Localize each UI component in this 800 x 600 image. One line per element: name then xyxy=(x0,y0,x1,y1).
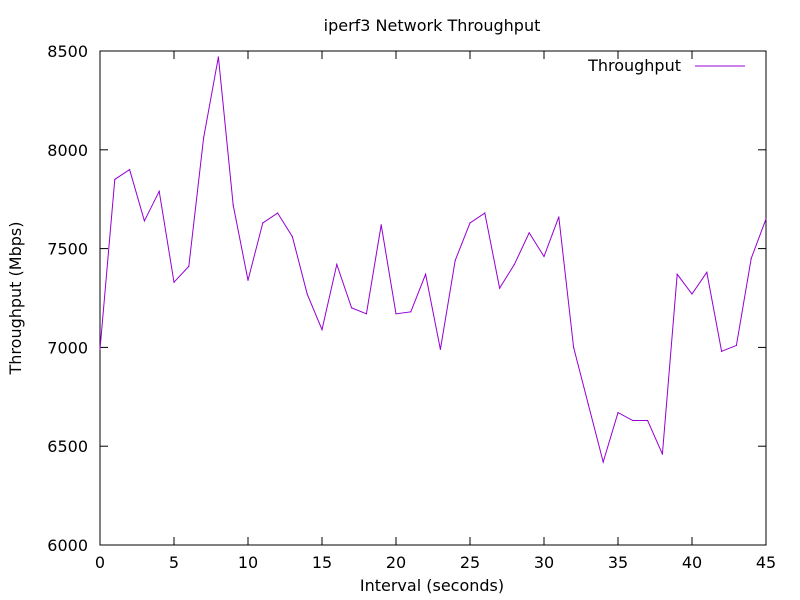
x-tick-label: 35 xyxy=(608,553,628,572)
data-point xyxy=(129,168,131,171)
data-point xyxy=(602,461,604,463)
data-point xyxy=(336,263,338,266)
data-point xyxy=(721,350,723,352)
data-point xyxy=(484,212,486,214)
x-tick-label: 10 xyxy=(238,553,258,572)
x-tick-label: 45 xyxy=(756,553,776,572)
legend-label: Throughput xyxy=(587,56,681,75)
data-point xyxy=(750,257,752,260)
data-point xyxy=(425,273,427,275)
data-point xyxy=(277,212,279,214)
data-point xyxy=(647,419,649,422)
data-point xyxy=(410,311,412,313)
data-point xyxy=(158,190,160,192)
data-point xyxy=(528,232,530,234)
y-tick-label: 8500 xyxy=(47,42,88,61)
data-point xyxy=(439,348,441,350)
x-tick-label: 0 xyxy=(95,553,105,572)
y-axis-ticks: 6000 6500 7000 7500 8000 8500 xyxy=(47,42,766,555)
data-point xyxy=(543,255,545,258)
data-point xyxy=(321,329,323,331)
legend: Throughput xyxy=(587,56,745,75)
data-point xyxy=(513,263,516,266)
data-point xyxy=(114,178,116,181)
data-point xyxy=(691,293,693,295)
data-point xyxy=(217,56,219,58)
data-point xyxy=(661,453,664,455)
x-tick-label: 5 xyxy=(169,553,179,572)
y-tick-label: 6500 xyxy=(47,437,88,456)
data-point xyxy=(706,271,708,273)
data-point xyxy=(765,218,767,220)
y-tick-label: 7500 xyxy=(47,240,88,259)
y-tick-label: 8000 xyxy=(47,141,88,160)
data-point xyxy=(203,137,205,139)
data-point xyxy=(558,216,560,218)
data-point xyxy=(306,293,308,295)
data-point xyxy=(632,419,634,422)
x-axis-label: Interval (seconds) xyxy=(360,576,504,595)
x-tick-label: 30 xyxy=(534,553,554,572)
data-point xyxy=(351,307,353,309)
data-point xyxy=(247,279,249,281)
data-point xyxy=(188,265,190,267)
series-layer xyxy=(99,56,767,464)
plot-frame xyxy=(99,50,767,546)
data-point xyxy=(173,281,175,283)
data-point xyxy=(587,404,590,406)
data-point xyxy=(617,412,619,414)
data-point xyxy=(143,220,145,222)
series-line-throughput xyxy=(99,56,767,464)
data-point xyxy=(454,259,456,262)
data-point xyxy=(395,313,397,315)
x-tick-label: 25 xyxy=(460,553,480,572)
data-point xyxy=(365,313,367,315)
data-point xyxy=(676,273,678,275)
data-point xyxy=(380,224,382,226)
data-point xyxy=(262,222,264,224)
x-tick-label: 15 xyxy=(312,553,332,572)
data-point xyxy=(499,287,501,289)
x-tick-label: 20 xyxy=(386,553,406,572)
data-point xyxy=(735,344,738,347)
chart-title: iperf3 Network Throughput xyxy=(324,16,541,35)
data-point xyxy=(291,236,293,238)
y-tick-label: 7000 xyxy=(47,338,88,357)
data-point xyxy=(469,222,471,224)
y-tick-label: 6000 xyxy=(47,536,88,555)
data-point xyxy=(573,346,575,348)
data-point xyxy=(99,348,101,350)
data-point xyxy=(232,204,234,206)
y-axis-label: Throughput (Mbps) xyxy=(6,222,25,376)
x-tick-label: 40 xyxy=(682,553,702,572)
